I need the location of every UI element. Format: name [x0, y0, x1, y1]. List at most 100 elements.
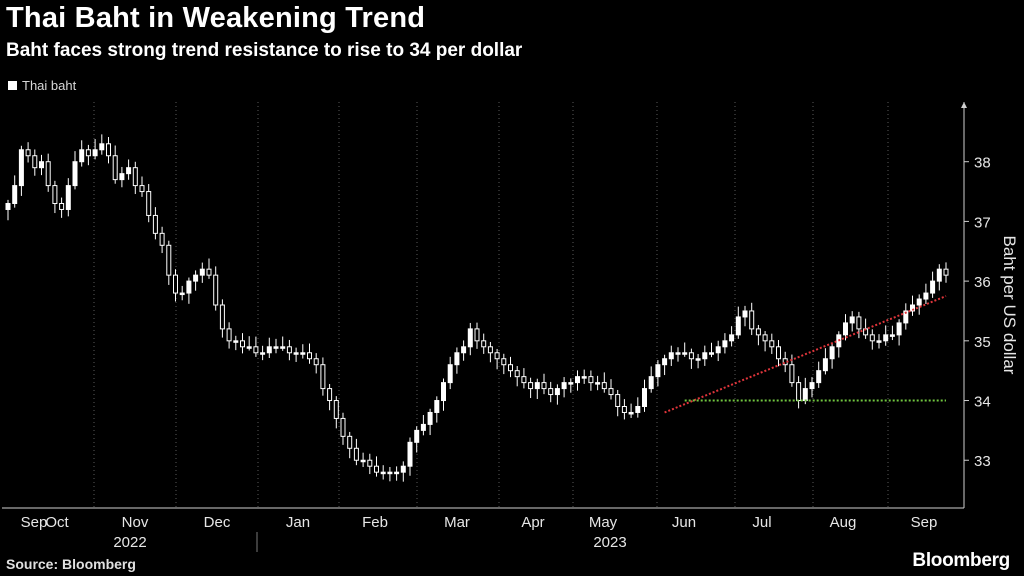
candle [735, 316, 741, 336]
candle [615, 394, 621, 408]
bloomberg-logo: Bloomberg [912, 550, 1010, 571]
candle [916, 298, 922, 306]
candle [380, 471, 386, 475]
candle [333, 400, 339, 419]
candle [106, 143, 111, 157]
candle [99, 143, 105, 151]
candle [166, 244, 172, 276]
y-tick-label: 36 [974, 274, 991, 291]
candle [52, 185, 58, 205]
y-tick-label: 35 [974, 334, 991, 351]
candle [722, 340, 728, 348]
candle [889, 334, 895, 337]
candle [467, 328, 473, 348]
candle [59, 203, 65, 210]
candle [856, 316, 862, 330]
candle [374, 465, 379, 473]
x-month-label: Sep [21, 514, 48, 531]
candle [360, 459, 366, 463]
candle [179, 292, 185, 296]
candle [353, 447, 359, 461]
y-tick-label: 37 [974, 214, 991, 231]
candle [715, 346, 721, 354]
candle [307, 352, 312, 360]
candle [742, 310, 748, 318]
x-month-label: Aug [830, 514, 857, 531]
candle [240, 340, 245, 348]
candle [253, 346, 259, 354]
candle [126, 167, 132, 175]
y-axis-arrow [961, 102, 967, 108]
candle [581, 376, 587, 379]
candle [548, 388, 554, 396]
candle [119, 173, 125, 181]
candle [608, 388, 614, 396]
candle [213, 274, 219, 306]
candle [883, 334, 889, 342]
x-month-label: Jun [672, 514, 696, 531]
candle [79, 149, 85, 163]
candle [541, 382, 547, 390]
candle [347, 435, 353, 449]
candle [655, 364, 661, 378]
candle [943, 268, 949, 276]
candle [789, 364, 795, 384]
candle [796, 382, 802, 402]
candle [561, 382, 567, 390]
candle [601, 382, 607, 390]
candle [45, 161, 51, 187]
source-note: Source: Bloomberg [6, 556, 136, 572]
candle [802, 388, 808, 402]
candle [829, 346, 835, 360]
candle [910, 304, 915, 312]
candle [849, 316, 855, 324]
candle [286, 346, 292, 354]
candle [407, 441, 413, 467]
chart-subtitle: Baht faces strong trend resistance to ri… [6, 40, 523, 61]
candle [186, 280, 192, 294]
candle [709, 352, 714, 355]
candle [695, 358, 701, 361]
candle [668, 352, 674, 360]
candle [501, 358, 507, 366]
candle [12, 185, 18, 205]
candle [903, 310, 909, 324]
candle [280, 346, 286, 349]
candle [414, 429, 420, 443]
candle [514, 370, 520, 378]
candle [702, 352, 708, 360]
candle [18, 149, 24, 187]
candle [843, 322, 848, 336]
y-tick-label: 34 [974, 394, 991, 411]
candle [521, 376, 527, 384]
candle [648, 376, 654, 390]
candle [816, 370, 822, 384]
candle [400, 465, 406, 473]
candle [755, 328, 761, 336]
legend: Thai baht [8, 78, 76, 93]
candle [554, 388, 560, 396]
x-month-label: Mar [444, 514, 470, 531]
x-month-label: Nov [122, 514, 149, 531]
candle [930, 280, 936, 294]
candle [876, 340, 882, 343]
candle [65, 185, 71, 210]
resistance-trendline [664, 295, 947, 414]
candle [776, 346, 781, 360]
candle [266, 346, 272, 354]
x-year-label-2022: 2022 [113, 534, 146, 551]
candle [132, 167, 138, 187]
candle [340, 417, 346, 437]
candle [534, 382, 540, 390]
candle [762, 334, 768, 342]
candle [25, 149, 31, 157]
candle [936, 268, 942, 282]
candle [233, 340, 239, 343]
candle [226, 328, 232, 342]
candle [434, 400, 440, 413]
candle [159, 232, 165, 246]
candle [320, 364, 326, 390]
candle [494, 352, 500, 360]
chart-title: Thai Baht in Weakening Trend [6, 2, 426, 34]
